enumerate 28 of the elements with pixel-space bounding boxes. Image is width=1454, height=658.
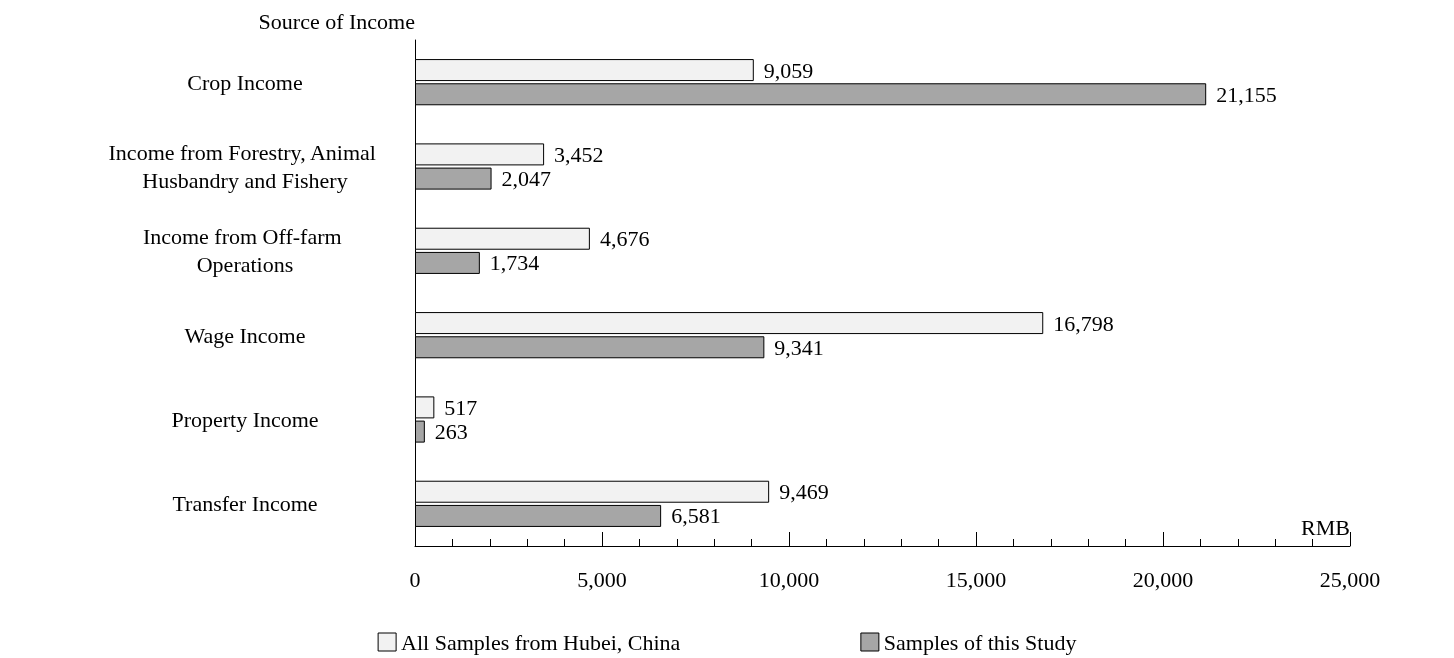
data-label: 9,341 — [774, 334, 824, 360]
data-label: 517 — [444, 394, 478, 420]
x-tick-label: 15,000 — [945, 566, 1007, 592]
x-tick-label: 5,000 — [577, 566, 627, 592]
x-axis-title: RMB — [1301, 514, 1350, 540]
y-tick-label: Property Income — [171, 407, 319, 432]
data-label: 2,047 — [501, 166, 552, 192]
data-label: 3,452 — [554, 141, 604, 167]
data-label: 6,581 — [671, 503, 721, 529]
data-label: 4,676 — [599, 226, 650, 252]
y-tick-label: Crop Income — [187, 69, 303, 95]
x-tick-label: 20,000 — [1132, 566, 1194, 592]
data-label: 16,798 — [1053, 310, 1114, 336]
data-label: 21,155 — [1216, 81, 1277, 107]
data-label: 9,059 — [763, 57, 814, 83]
x-tick-label: 10,000 — [758, 566, 820, 592]
y-tick-label: Transfer Income — [172, 491, 318, 517]
y-tick-label: Wage Income — [184, 322, 306, 348]
y-tick-label: Income from Off-farm Operations — [142, 224, 348, 278]
data-label: 263 — [434, 419, 468, 445]
x-tick-label: 25,000 — [1319, 566, 1381, 592]
y-axis-title: Source of Income — [258, 8, 415, 34]
y-tick-label: Income from Forestry, Animal Husbandry and Fishery — [108, 140, 382, 193]
legend-label: All Samples from Hubei, China — [401, 629, 681, 655]
x-tick-label: 0 — [409, 566, 421, 592]
data-label: 9,469 — [779, 479, 829, 505]
legend-label: Samples of this Study — [883, 629, 1077, 655]
data-label: 1,734 — [489, 250, 540, 276]
